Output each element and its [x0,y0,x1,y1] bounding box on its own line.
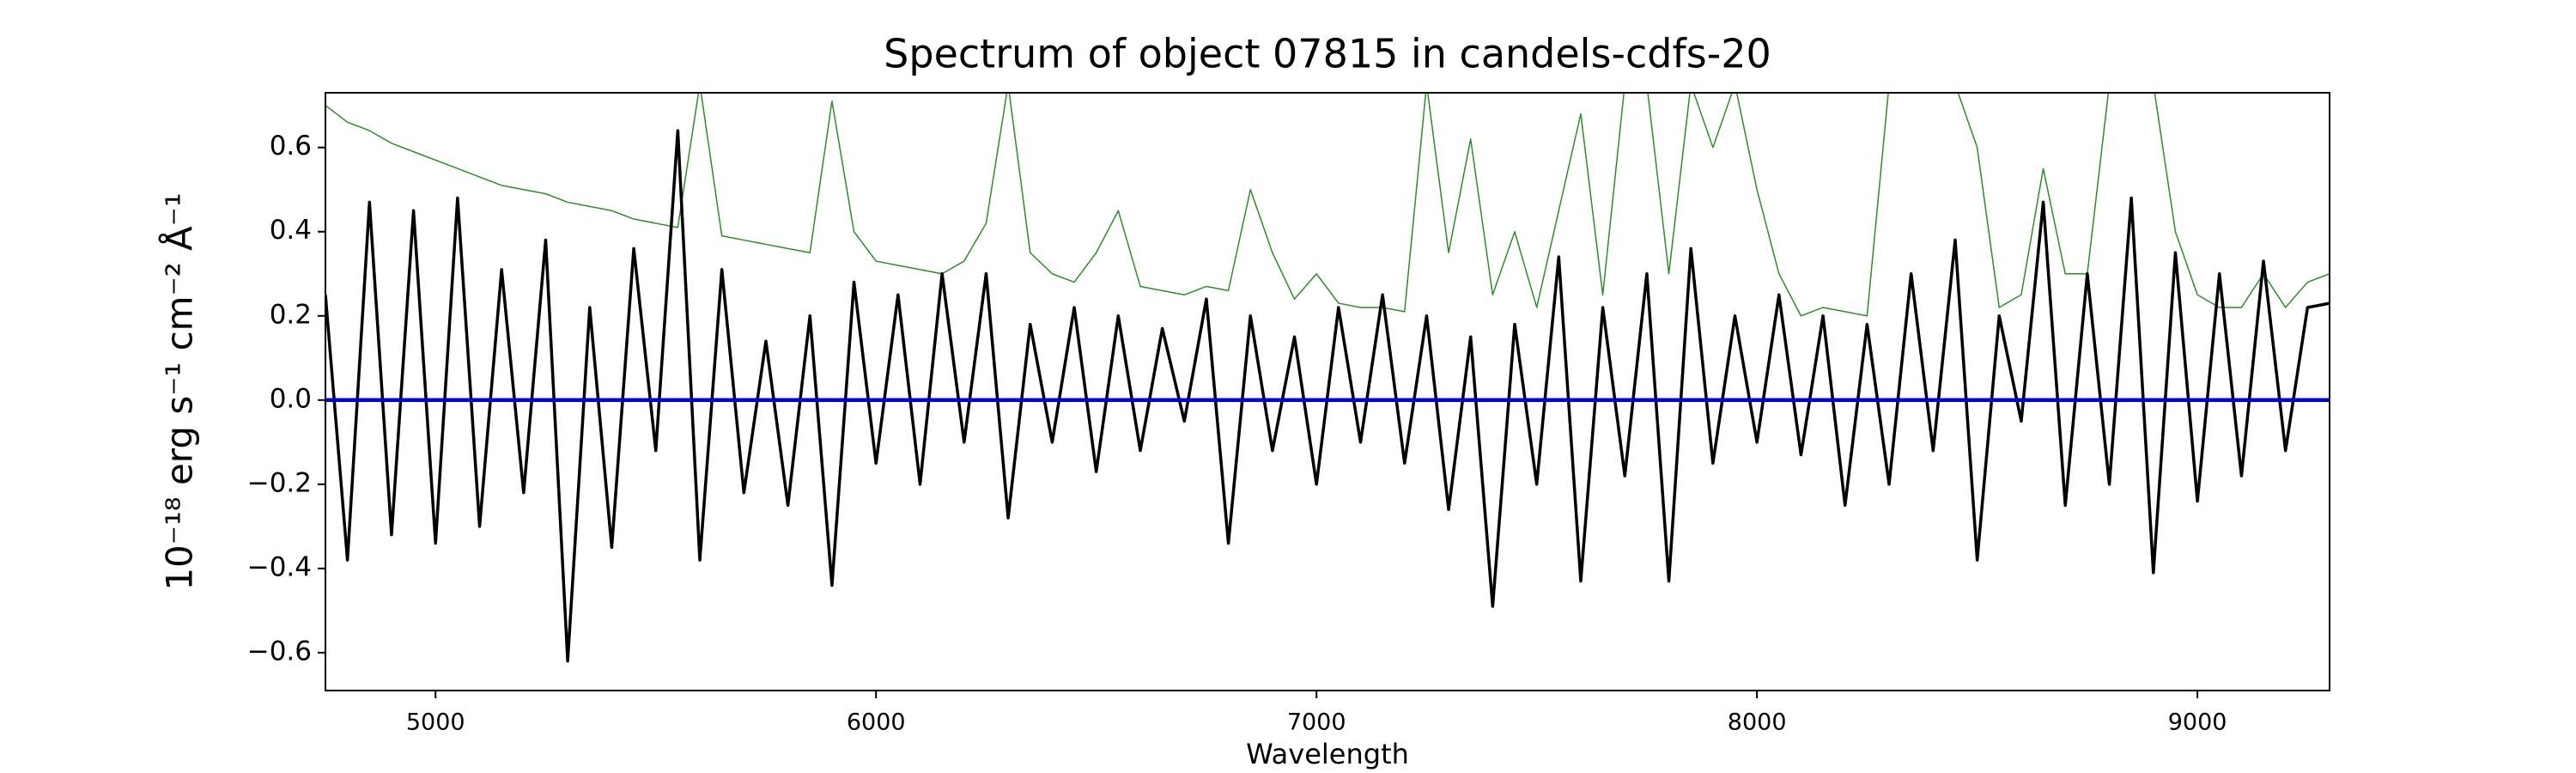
plot-area [325,93,2330,663]
x-tick-label: 6000 [847,709,906,736]
y-tick-label: −0.4 [247,551,312,582]
x-tick-label: 8000 [1728,709,1787,736]
y-tick-label: 0.6 [270,131,312,161]
axes-frame [325,92,2330,691]
x-tick-label: 9000 [2168,709,2227,736]
x-tick-label: 7000 [1287,709,1346,736]
y-tick-label: −0.6 [247,636,312,666]
x-axis-label: Wavelength [1246,738,1409,770]
y-tick-label: −0.2 [247,467,312,498]
x-tick-label: 5000 [406,709,465,736]
spectrum-line [325,93,2330,317]
chart-title: Spectrum of object 07815 in candels-cdfs… [884,31,1771,77]
y-tick-label: 0.2 [270,299,312,330]
y-tick-label: 0.4 [270,215,312,246]
spectrum-line [325,129,2330,663]
y-tick-label: 0.0 [270,383,312,414]
y-axis-label: 10⁻¹⁸ erg s⁻¹ cm⁻² Å⁻¹ [158,192,201,590]
